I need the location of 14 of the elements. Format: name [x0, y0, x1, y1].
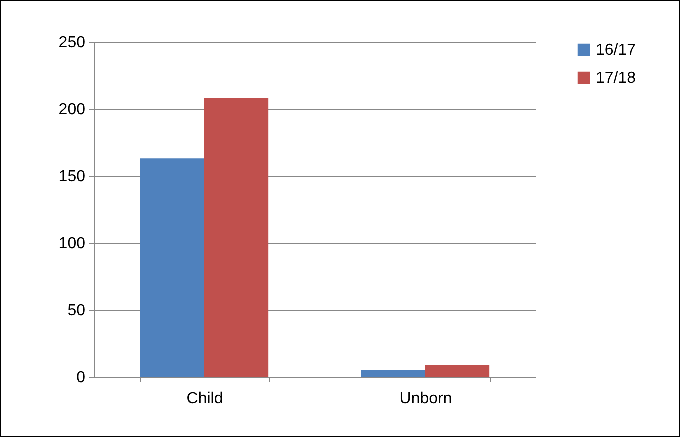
y-tick-label: 100	[58, 236, 86, 252]
x-tick-label: Child	[186, 390, 224, 408]
y-tick-label: 150	[58, 168, 86, 186]
y-tick-label: 250	[58, 34, 86, 52]
bar	[204, 98, 269, 377]
bar	[426, 364, 490, 377]
bar	[140, 158, 204, 377]
legend-label: 17/18	[596, 70, 636, 87]
legend-label: 16/17	[596, 42, 636, 59]
x-tick-label: Unborn	[400, 390, 452, 408]
y-tick-label: 0	[76, 370, 86, 386]
bar	[361, 370, 426, 377]
y-tick-label: 200	[58, 102, 86, 118]
y-tick-label: 50	[68, 302, 86, 320]
